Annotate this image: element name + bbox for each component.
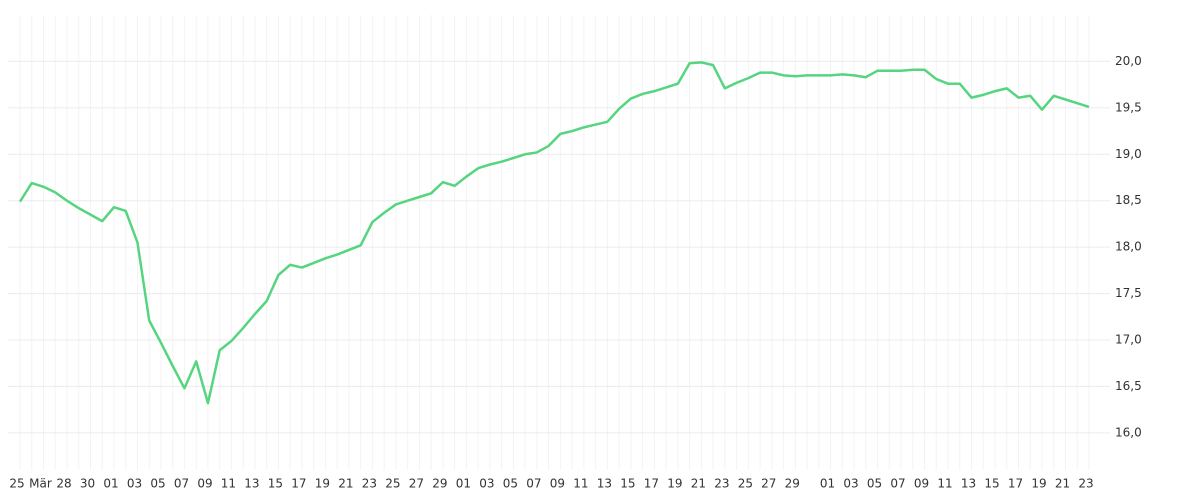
x-tick-label: 23 [362,477,377,491]
y-tick-label: 18,5 [1115,193,1142,207]
x-tick-label: 28 [56,477,71,491]
x-tick-label: 13 [244,477,259,491]
x-tick-label: 11 [937,477,952,491]
x-tick-label: 17 [1008,477,1023,491]
x-tick-label: 19 [667,477,682,491]
y-tick-label: 18,0 [1115,240,1142,254]
x-tick-label: 15 [620,477,635,491]
y-tick-label: 19,5 [1115,100,1142,114]
x-tick-label: 05 [150,477,165,491]
y-tick-label: 16,0 [1115,425,1142,439]
x-tick-label: 07 [890,477,905,491]
x-tick-label: 05 [867,477,882,491]
x-tick-label: 21 [338,477,353,491]
x-tick-label: 27 [761,477,776,491]
x-tick-label: 09 [550,477,565,491]
y-tick-label: 19,0 [1115,147,1142,161]
x-tick-label: 15 [268,477,283,491]
line-series [18,61,1090,405]
x-tick-label: 01 [820,477,835,491]
x-tick-label: 13 [961,477,976,491]
x-tick-label: 09 [197,477,212,491]
x-tick-label: 07 [174,477,189,491]
x-tick-label: 11 [573,477,588,491]
x-tick-label: 29 [785,477,800,491]
y-tick-label: 20,0 [1115,54,1142,68]
x-tick-label: 17 [291,477,306,491]
x-tick-label: 09 [914,477,929,491]
y-tick-label: 16,5 [1115,379,1142,393]
x-tick-label: 19 [315,477,330,491]
x-tick-label: 07 [526,477,541,491]
x-tick-label: 17 [644,477,659,491]
x-tick-label: 30 [80,477,95,491]
x-tick-label: 03 [127,477,142,491]
y-tick-label: 17,0 [1115,333,1142,347]
x-tick-label: 03 [843,477,858,491]
x-tick-label: 19 [1031,477,1046,491]
x-tick-label: 01 [456,477,471,491]
x-tick-label: 25 [738,477,753,491]
x-tick-label: 21 [1055,477,1070,491]
x-tick-label: Mär [29,477,52,491]
x-tick-label: 13 [597,477,612,491]
x-tick-label: 23 [714,477,729,491]
x-tick-label: 27 [409,477,424,491]
x-tick-label: 29 [432,477,447,491]
x-tick-label: 21 [691,477,706,491]
x-tick-label: 01 [103,477,118,491]
x-tick-label: 25 [9,477,24,491]
x-tick-label: 25 [385,477,400,491]
x-tick-label: 23 [1078,477,1093,491]
x-tick-label: 05 [503,477,518,491]
x-tick-label: 11 [221,477,236,491]
y-tick-label: 17,5 [1115,286,1142,300]
x-tick-label: 03 [479,477,494,491]
x-tick-label: 15 [984,477,999,491]
